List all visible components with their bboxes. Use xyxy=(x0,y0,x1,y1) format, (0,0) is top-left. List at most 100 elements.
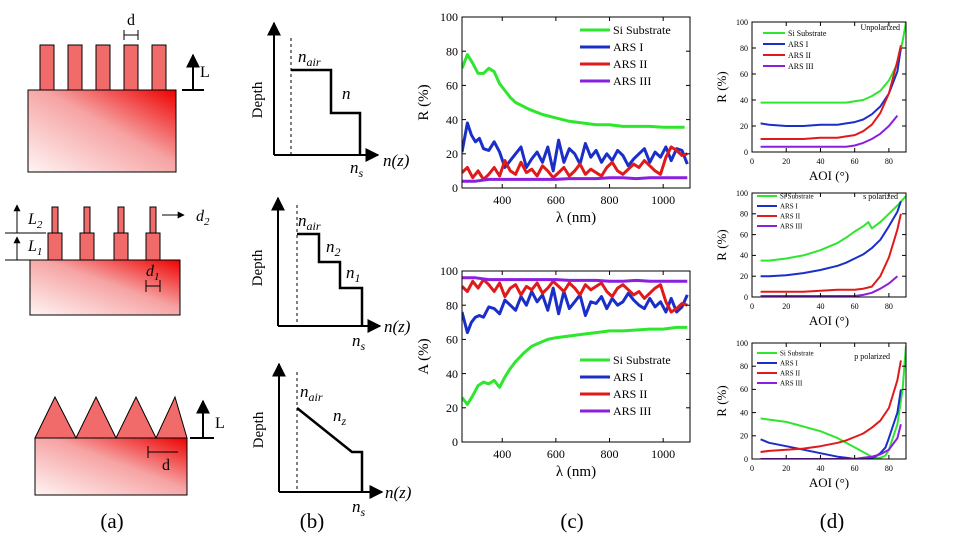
profile-ylabel: Depth xyxy=(251,411,267,448)
y-tick-label: 100 xyxy=(736,18,748,27)
y-tick-label: 60 xyxy=(740,230,748,239)
x-axis-label: AOI (°) xyxy=(809,475,849,490)
x-tick-label: 400 xyxy=(493,193,511,207)
y-tick-label: 100 xyxy=(440,10,458,24)
n1-sub: 1 xyxy=(355,271,361,285)
series-line-si-substrate xyxy=(760,345,906,459)
series-line-si-substrate xyxy=(462,325,688,406)
y-tick-label: 40 xyxy=(740,251,748,260)
n-label: n xyxy=(342,84,351,103)
plot-frame xyxy=(751,342,907,460)
x-tick-label: 60 xyxy=(851,302,859,311)
series-line-ars-iii xyxy=(760,423,902,459)
chart-c_absorbance: 400 600 800 1000 0 20 40 60 80 100 λ (nm) A (%) Si S… xyxy=(416,264,691,480)
series-line-ars-iii xyxy=(760,114,899,148)
series-line-ars-i xyxy=(462,286,689,335)
series-line-si-substrate xyxy=(760,22,906,104)
x-tick-label: 1000 xyxy=(651,193,675,207)
x-tick-label: 800 xyxy=(601,193,619,207)
nz-letter: n xyxy=(333,406,342,425)
y-tick-label: 20 xyxy=(740,272,748,281)
y-axis-label: R (%) xyxy=(714,229,729,260)
x-tick-label: 20 xyxy=(782,464,790,473)
legend-label: Si Substrate xyxy=(788,29,827,38)
y-tick-label: 60 xyxy=(446,79,458,93)
legend-label: Si Substrate xyxy=(613,353,671,367)
n1-letter: n xyxy=(346,263,355,282)
legend-label: ARS II xyxy=(613,387,647,401)
x-tick-label: 20 xyxy=(782,157,790,166)
y-tick-label: 0 xyxy=(744,148,748,157)
x-tick-label: 1000 xyxy=(651,447,675,461)
series-line-ars-ii xyxy=(462,278,688,314)
y-tick-label: 0 xyxy=(452,435,458,449)
series-line-ars-i xyxy=(760,389,902,459)
legend-label: ARS III xyxy=(613,404,651,418)
y-axis-label: R (%) xyxy=(714,71,729,102)
chart-title: p polarized xyxy=(854,352,890,361)
n-s-sub: s xyxy=(361,339,366,353)
x-tick-label: 80 xyxy=(885,302,893,311)
y-tick-label: 80 xyxy=(740,44,748,53)
n-s-sub: s xyxy=(359,166,364,180)
x-tick-label: 20 xyxy=(782,302,790,311)
series-line-ars-i xyxy=(760,200,902,278)
y-axis-label: R (%) xyxy=(714,385,729,416)
stepped-L2-letter: L xyxy=(27,211,37,228)
chart-title: Unpolarized xyxy=(860,23,900,32)
legend-label: Si Substrate xyxy=(780,349,814,357)
series-group xyxy=(760,22,906,148)
series-line-si-substrate xyxy=(760,195,906,262)
stepped-L1-letter: L xyxy=(27,238,37,255)
x-tick-label: 80 xyxy=(885,464,893,473)
profile-ylabel: Depth xyxy=(250,81,266,118)
y-tick-label: 100 xyxy=(736,339,748,348)
pillar-d-label: d xyxy=(127,12,135,29)
y-tick-label: 60 xyxy=(446,333,458,347)
pillar-L-label: L xyxy=(200,64,210,81)
legend-label: ARS I xyxy=(613,370,643,384)
y-tick-label: 60 xyxy=(740,385,748,394)
y-tick-label: 0 xyxy=(744,293,748,302)
n-air-label: nair xyxy=(298,211,321,233)
profile-cone: Depth nair nz ns n(z) xyxy=(251,362,412,519)
n-s-label: ns xyxy=(352,497,366,519)
panel-label-c: (c) xyxy=(560,509,583,533)
y-tick-label: 20 xyxy=(740,122,748,131)
x-tick-label: 80 xyxy=(885,157,893,166)
n-s-letter: n xyxy=(352,497,361,516)
nz-sub: z xyxy=(341,414,347,428)
x-tick-label: 40 xyxy=(816,157,824,166)
n-air-label: nair xyxy=(298,47,321,69)
chart-d_spolarized: 0 20 40 60 80 0 20 40 60 80 100 AOI (°) R (%) s polar… xyxy=(714,189,907,328)
x-tick-label: 800 xyxy=(601,447,619,461)
series-group xyxy=(462,276,689,406)
stepped-L2-sub: 2 xyxy=(37,219,43,231)
y-tick-label: 80 xyxy=(446,44,458,58)
legend-label: Si Substrate xyxy=(780,192,814,200)
stepped-d1-label: d1 xyxy=(146,263,160,283)
profile-ylabel: Depth xyxy=(250,249,266,286)
nz-axis-label: n(z) xyxy=(385,483,412,502)
series-line-ars-ii xyxy=(760,45,902,140)
y-tick-label: 100 xyxy=(440,264,458,278)
legend-label: ARS III xyxy=(780,379,803,387)
n-air-letter: n xyxy=(298,211,307,230)
n2-sub: 2 xyxy=(335,245,341,259)
schematic-cone: L d xyxy=(34,395,225,496)
x-tick-label: 400 xyxy=(493,447,511,461)
chart-title: s polarized xyxy=(863,192,898,201)
profile-stepped: Depth nair n2 n1 ns n(z) xyxy=(250,196,411,353)
y-tick-label: 40 xyxy=(740,408,748,417)
x-axis-label: AOI (°) xyxy=(809,313,849,328)
x-tick-label: 0 xyxy=(750,157,754,166)
cone-d-label: d xyxy=(162,457,170,474)
series-group xyxy=(760,195,906,297)
y-tick-label: 20 xyxy=(740,432,748,441)
x-axis-label: λ (nm) xyxy=(556,464,596,480)
series-line-ars-i xyxy=(462,121,689,173)
y-tick-label: 40 xyxy=(446,367,458,381)
legend-label: ARS I xyxy=(780,202,798,210)
y-tick-label: 80 xyxy=(740,210,748,219)
